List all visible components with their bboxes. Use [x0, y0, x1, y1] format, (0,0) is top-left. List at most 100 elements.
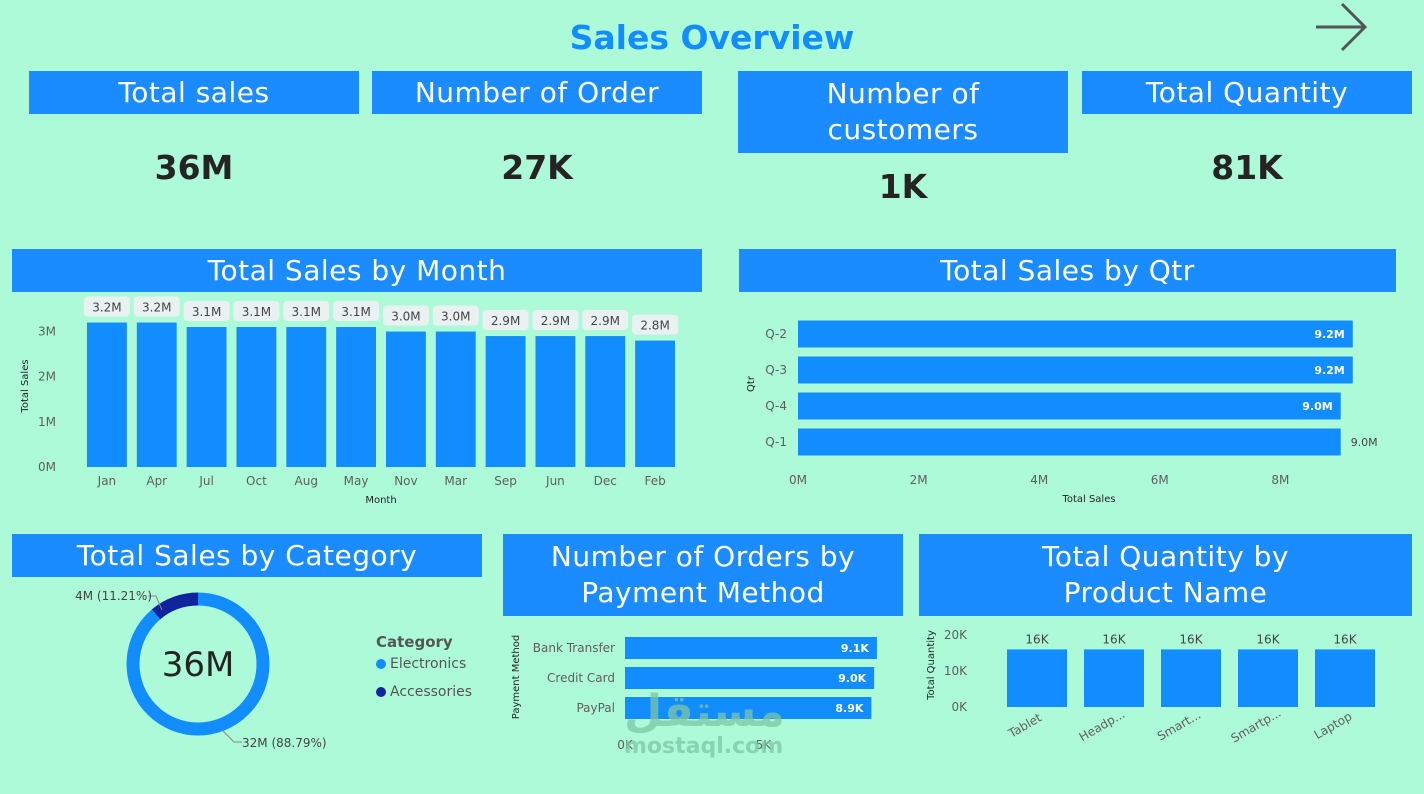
x-tick-label: Nov: [394, 474, 417, 488]
leader-line: [221, 729, 242, 743]
kpi-quantity-value: 81K: [1211, 148, 1283, 187]
bar: [435, 331, 476, 467]
bar: [798, 428, 1341, 456]
x-tick-label: 0M: [789, 473, 807, 487]
bar: [1315, 649, 1375, 707]
bar: [485, 336, 526, 467]
data-label-bg: [482, 310, 529, 331]
data-label: 3.1M: [292, 305, 321, 319]
slice-label: 4M (11.21%): [75, 589, 152, 603]
arrow-right-icon[interactable]: [1312, 0, 1370, 56]
data-label: 3.2M: [142, 301, 171, 315]
legend-dot-icon: [376, 659, 386, 669]
y-axis-title: Qtr: [746, 375, 757, 392]
data-label-bg: [133, 296, 180, 317]
bar: [1161, 649, 1221, 707]
bar: [585, 336, 626, 467]
x-tick-label: Aug: [295, 474, 318, 488]
bar: [236, 327, 277, 467]
y-tick-label: Q-2: [765, 327, 787, 341]
y-axis-title: Payment Method: [511, 635, 522, 719]
data-label-bg: [183, 301, 230, 322]
x-tick-label: Sep: [494, 474, 517, 488]
y-tick-label: 3M: [38, 325, 56, 339]
category-chart-header: Total Sales by Category: [12, 534, 482, 577]
kpi-orders-header: Number of Order: [372, 71, 702, 114]
y-tick-label: Bank Transfer: [533, 641, 615, 655]
data-label: 16K: [1256, 632, 1280, 646]
donut-slice: [126, 592, 270, 736]
x-tick-label: Dec: [594, 474, 617, 488]
bar: [385, 331, 426, 467]
legend-item-accessories[interactable]: Accessories: [376, 684, 472, 700]
x-tick-label: 2M: [910, 473, 928, 487]
data-label: 16K: [1025, 632, 1049, 646]
kpi-customers-header: Number of customers: [738, 71, 1068, 153]
bar: [535, 336, 576, 467]
data-label: 3.1M: [341, 305, 370, 319]
product-chart-header: Total Quantity by Product Name: [919, 534, 1412, 616]
x-tick-label: Tablet: [1005, 710, 1044, 741]
y-tick-label: 1M: [38, 415, 56, 429]
data-label-bg: [632, 314, 679, 335]
y-tick-label: Credit Card: [547, 671, 615, 685]
data-label: 3.1M: [192, 305, 221, 319]
legend-label: Electronics: [390, 656, 467, 672]
month-chart-header: Total Sales by Month: [12, 249, 702, 292]
bar: [798, 320, 1353, 348]
bar: [286, 327, 327, 467]
data-label: 9.0M: [1302, 400, 1332, 413]
x-tick-label: Jun: [545, 474, 565, 488]
kpi-total-sales-value: 36M: [154, 148, 234, 187]
y-tick-label: 0M: [38, 460, 56, 474]
data-label: 3.2M: [92, 301, 121, 315]
x-tick-label: 5K: [756, 738, 773, 752]
kpi-quantity-header: Total Quantity: [1082, 71, 1412, 114]
data-label: 16K: [1179, 632, 1203, 646]
bar: [186, 327, 227, 467]
data-label-bg: [283, 301, 330, 322]
page-title: Sales Overview: [569, 18, 855, 57]
product-quantity-chart: 0K 10K 20K Total Quantity 16K Tablet 16K Headp.…: [926, 628, 1375, 746]
kpi-total-sales-header: Total sales: [29, 71, 359, 114]
x-tick-label: Smartp...: [1229, 706, 1284, 746]
y-tick-label: 20K: [944, 628, 968, 642]
x-axis-title: Total Sales: [1061, 494, 1115, 505]
data-label: 9.2M: [1314, 364, 1344, 377]
x-tick-label: Jul: [198, 474, 213, 488]
qtr-chart-header: Total Sales by Qtr: [739, 249, 1396, 292]
x-tick-label: 8M: [1271, 473, 1289, 487]
data-label: 2.9M: [541, 314, 570, 328]
bar: [625, 697, 872, 719]
x-tick-label: Oct: [246, 474, 267, 488]
payment-method-chart: Bank Transfer 9.1K Credit Card 9.0K PayPal 8.…: [511, 635, 877, 752]
data-label: 2.8M: [640, 319, 669, 333]
bar: [798, 392, 1341, 420]
bar: [625, 637, 877, 659]
data-label: 8.9K: [835, 702, 863, 715]
watermark: مستقل mostaql.com: [624, 690, 785, 760]
data-label: 3.0M: [391, 310, 420, 324]
legend-dot-icon: [376, 687, 386, 697]
data-label: 9.0K: [838, 672, 866, 685]
legend-item-electronics[interactable]: Electronics: [376, 656, 466, 672]
legend-label: Accessories: [390, 684, 473, 700]
bar: [635, 340, 676, 467]
y-tick-label: Q-3: [765, 363, 787, 377]
leader-line: [148, 595, 163, 611]
data-label-bg: [233, 301, 280, 322]
y-tick-label: 0K: [951, 700, 968, 714]
y-tick-label: Q-4: [765, 399, 787, 413]
bar: [625, 667, 875, 689]
slice-label: 32M (88.79%): [242, 736, 327, 750]
data-label-bg: [83, 296, 130, 317]
x-tick-label: Jan: [97, 474, 117, 488]
donut-center-label: 36M: [162, 645, 235, 685]
x-axis-title: Month: [365, 495, 396, 506]
data-label: 3.0M: [441, 310, 470, 324]
data-label: 16K: [1333, 632, 1357, 646]
x-tick-label: Headp...: [1077, 707, 1128, 744]
x-tick-label: 4M: [1030, 473, 1048, 487]
data-label-bg: [382, 305, 429, 326]
x-tick-label: Smart...: [1155, 708, 1203, 744]
